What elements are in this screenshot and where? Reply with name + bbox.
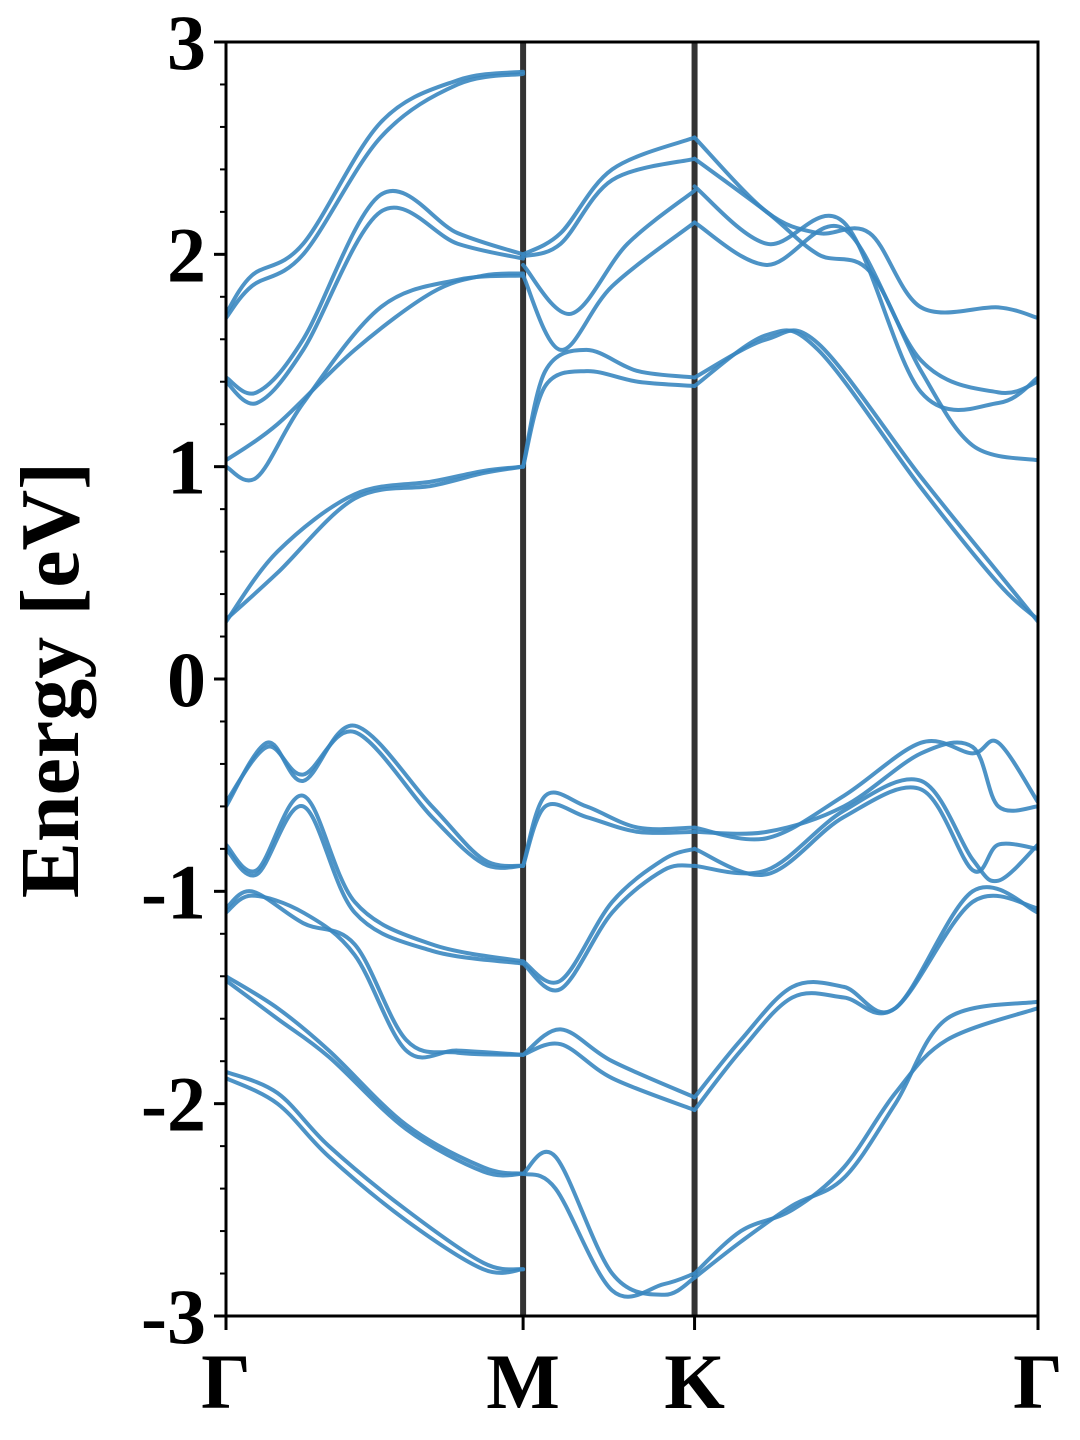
band-34	[692, 740, 1038, 836]
x-tick-label: Γ	[201, 1338, 251, 1425]
band-lines	[226, 69, 1038, 1299]
band-23	[226, 793, 526, 964]
plot-frame	[224, 40, 1040, 1318]
band-2	[226, 464, 526, 622]
band-43	[521, 1150, 697, 1297]
band-21	[226, 723, 526, 868]
band-7	[226, 273, 526, 483]
band-45	[692, 1006, 1038, 1276]
band-18	[692, 184, 1038, 412]
band-31	[521, 1027, 697, 1100]
y-axis: -3 -2 -1 0 1 2 3	[141, 0, 226, 1360]
x-tick-label: M	[486, 1338, 560, 1425]
band-28	[521, 802, 697, 868]
band-1	[226, 464, 526, 624]
band-27	[521, 790, 697, 868]
band-33	[692, 738, 1038, 842]
y-tick-label: -1	[141, 848, 206, 935]
band-35	[692, 785, 1038, 878]
y-tick-label: -3	[141, 1273, 206, 1360]
band-30	[521, 863, 697, 993]
band-29	[521, 846, 697, 985]
y-axis-label: Energy [eV]	[4, 462, 97, 898]
band-12	[226, 69, 526, 316]
band-13	[521, 220, 697, 352]
y-tick-label: 2	[167, 211, 206, 298]
x-tick-label: Γ	[1013, 1338, 1063, 1425]
band-41	[226, 1069, 526, 1272]
band-22	[226, 729, 526, 870]
band-32	[521, 1041, 697, 1113]
band-38	[692, 893, 1038, 1113]
band-11	[226, 71, 526, 321]
band-16	[521, 135, 697, 257]
band-8	[226, 271, 526, 463]
high-symmetry-lines	[520, 42, 698, 1316]
band-39	[226, 974, 526, 1176]
y-tick-label: -2	[141, 1061, 206, 1148]
band-3	[521, 347, 697, 469]
y-tick-label: 3	[167, 0, 206, 86]
band-44	[521, 1171, 697, 1299]
band-26	[226, 889, 526, 1057]
y-tick-label: 0	[167, 636, 206, 723]
band-15	[521, 156, 697, 259]
band-4	[521, 369, 697, 469]
band-42	[226, 1076, 526, 1275]
band-20	[692, 135, 1038, 321]
band-17	[692, 220, 1038, 395]
band-36	[692, 777, 1038, 884]
band-25	[226, 893, 526, 1060]
band-37	[692, 885, 1038, 1100]
band-40	[226, 978, 526, 1178]
band-46	[692, 999, 1038, 1280]
band-10	[226, 188, 526, 396]
y-tick-label: 1	[167, 424, 206, 511]
band-14	[521, 188, 697, 316]
band-9	[226, 205, 526, 406]
band-5	[692, 328, 1038, 624]
x-tick-label: K	[664, 1338, 725, 1425]
band-6	[692, 328, 1038, 622]
band-24	[226, 804, 526, 966]
